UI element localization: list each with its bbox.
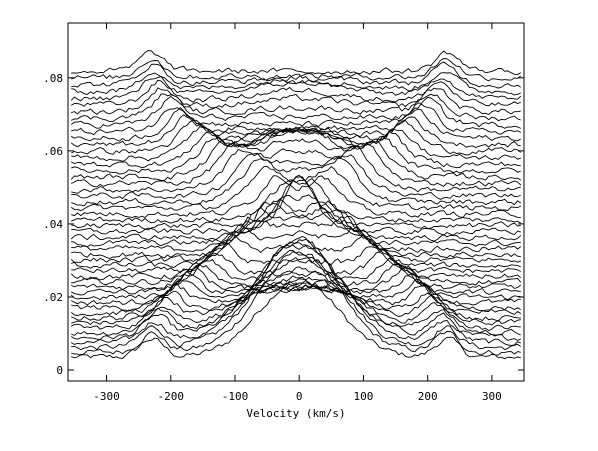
y-tick-label-4: .08: [43, 72, 63, 85]
profile-line-46: [71, 72, 521, 96]
profile-line-14: [71, 257, 522, 291]
profile-line-10: [71, 279, 522, 312]
y-tick-label-2: .04: [43, 218, 63, 231]
profile-line-18: [71, 223, 522, 269]
profile-line-32: [71, 138, 522, 188]
x-tick-label-3: 0: [296, 390, 303, 403]
profile-line-5: [71, 249, 521, 337]
profile-line-30: [71, 152, 521, 200]
profile-line-49: [71, 50, 522, 75]
profile-line-15: [71, 248, 522, 286]
profile-line-41: [70, 95, 521, 129]
profile-line-36: [71, 126, 521, 162]
profile-line-42: [71, 93, 521, 123]
profile-line-27: [71, 175, 521, 219]
profile-line-22: [71, 198, 521, 248]
profile-line-11: [70, 270, 521, 306]
profile-line-23: [70, 194, 522, 242]
profile-line-47: [71, 61, 522, 89]
profile-line-3: [70, 236, 521, 346]
profile-line-17: [71, 233, 522, 274]
y-tick-label-3: .06: [43, 145, 63, 158]
x-tick-label-4: 100: [353, 390, 373, 403]
profile-line-39: [70, 107, 522, 142]
profile-line-28: [70, 165, 522, 212]
y-axis-ticks: 0 .02 .04 .06 .08: [43, 72, 524, 377]
profile-line-19: [70, 215, 521, 263]
profile-line-35: [70, 129, 521, 169]
profile-line-9: [70, 280, 522, 317]
profile-line-31: [71, 145, 521, 194]
x-tick-label-0: -300: [93, 390, 120, 403]
profile-line-38: [70, 114, 521, 148]
profile-line-2: [71, 238, 522, 351]
profile-line-40: [71, 103, 522, 136]
x-axis-label: Velocity (km/s): [246, 407, 345, 420]
profile-line-8: [71, 275, 521, 322]
x-tick-label-5: 200: [418, 390, 438, 403]
profile-line-43: [71, 87, 521, 116]
profile-line-0: [71, 278, 521, 360]
profile-line-37: [71, 119, 522, 156]
profile-line-7: [71, 266, 521, 326]
profile-line-45: [70, 75, 522, 102]
x-tick-label-1: -200: [158, 390, 185, 403]
profile-line-48: [71, 58, 522, 82]
profile-line-13: [70, 262, 521, 296]
profile-line-21: [71, 200, 522, 253]
plot-frame: [67, 22, 525, 382]
x-tick-label-6: 300: [482, 390, 502, 403]
profile-line-25: [71, 174, 521, 231]
profile-line-20: [71, 206, 521, 259]
x-tick-label-2: -100: [222, 390, 249, 403]
y-tick-label-0: 0: [56, 364, 63, 377]
profile-line-44: [70, 79, 521, 107]
profile-line-29: [71, 157, 522, 207]
profile-line-34: [71, 126, 521, 175]
y-tick-label-1: .02: [43, 291, 63, 304]
x-axis-ticks: -300 -200 -100 0 100 200 300: [93, 23, 502, 403]
profile-line-16: [70, 241, 522, 281]
spectral-profiles: [70, 50, 522, 360]
